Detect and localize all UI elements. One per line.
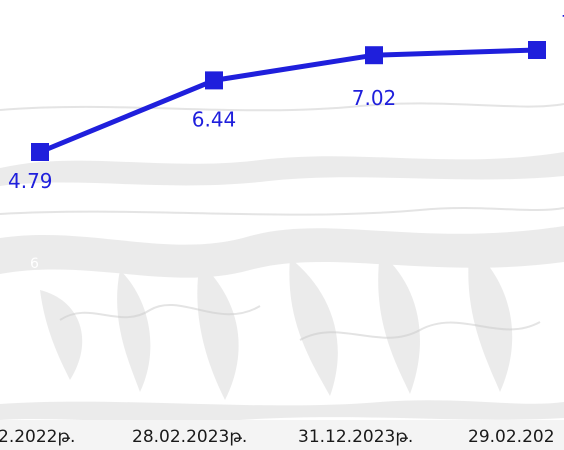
x-tick-label: 31.12.2023թ.: [298, 427, 413, 447]
x-axis-tick-labels: 2.2022թ. 28.02.2023թ. 31.12.2023թ. 29.02.20…: [0, 427, 555, 447]
data-point-marker: [365, 46, 383, 65]
x-tick-label: 2.2022թ.: [0, 427, 75, 447]
marker-group: [31, 41, 546, 161]
data-label: 4.79: [8, 169, 53, 193]
data-label-group: 4.79 6.44 7.02 7.14: [8, 11, 564, 193]
x-tick-label: 29.02.202: [468, 427, 555, 447]
faint-background-label: 6: [30, 256, 39, 272]
data-label: 6.44: [192, 107, 237, 131]
data-point-marker: [528, 41, 546, 59]
data-point-marker: [31, 143, 49, 161]
data-label: 7.14: [561, 11, 564, 35]
x-tick-label: 28.02.2023թ.: [132, 427, 247, 447]
data-point-marker: [205, 71, 223, 90]
series-line: [37, 47, 540, 155]
data-label: 7.02: [352, 86, 397, 110]
